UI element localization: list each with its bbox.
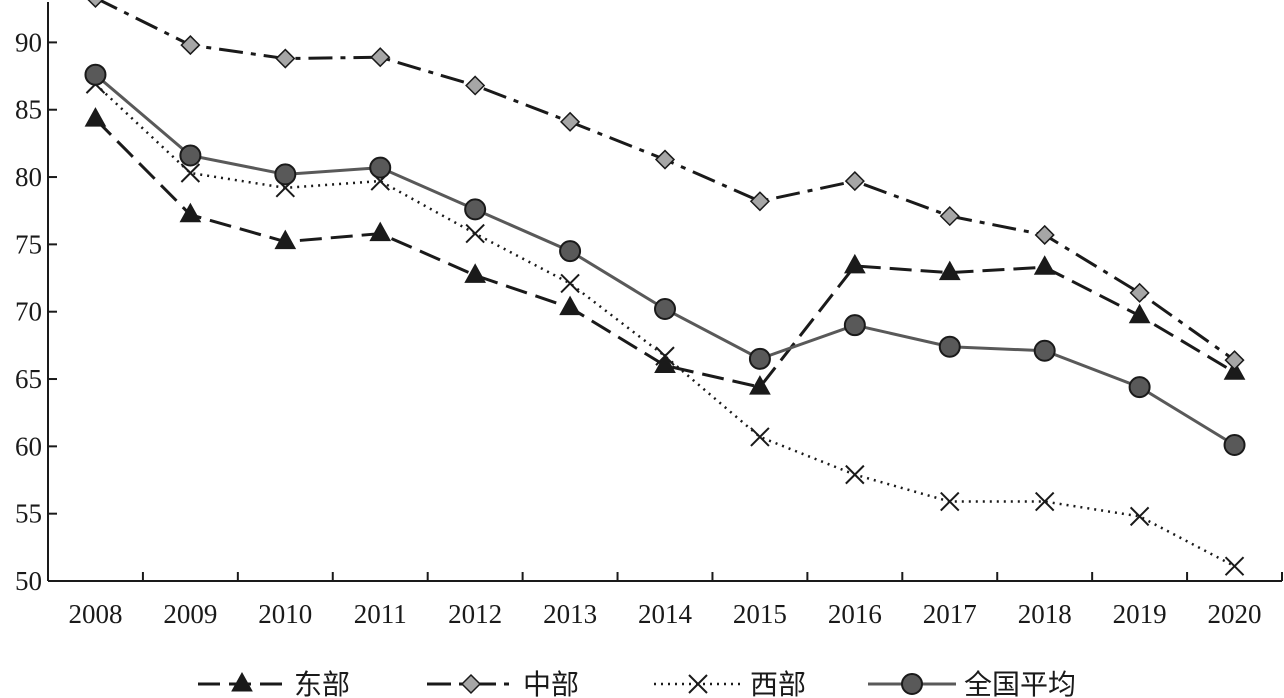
data-point xyxy=(1129,506,1150,527)
legend-label: 东部 xyxy=(294,668,350,698)
y-tick-label: 75 xyxy=(15,229,42,259)
data-point xyxy=(370,47,391,68)
data-point xyxy=(274,163,297,186)
data-point xyxy=(179,202,202,223)
x-tick-label: 2010 xyxy=(258,599,312,629)
data-point xyxy=(750,427,770,447)
data-point xyxy=(559,240,582,263)
legend-item: 中部 xyxy=(427,668,579,698)
y-tick-label: 50 xyxy=(15,566,42,596)
data-point xyxy=(84,107,107,127)
data-point xyxy=(939,206,960,227)
series-1 xyxy=(84,107,1246,395)
series-2 xyxy=(87,0,1245,371)
data-point xyxy=(274,229,297,250)
data-point xyxy=(1128,303,1151,324)
x-tick-label: 2014 xyxy=(638,599,693,629)
data-point xyxy=(84,63,107,86)
axes: 50 55 60 65 70 75 80 85 90 2008 2009 2010 2011 2012 20… xyxy=(15,2,1283,629)
data-point xyxy=(1033,339,1056,362)
data-point xyxy=(749,191,770,212)
data-point xyxy=(1223,434,1246,457)
legend-marker xyxy=(688,674,708,694)
data-point xyxy=(369,156,392,179)
x-tick-label: 2012 xyxy=(448,599,502,629)
data-point xyxy=(1224,556,1245,576)
data-point xyxy=(843,253,866,274)
data-point xyxy=(1223,360,1246,380)
data-point xyxy=(1033,255,1056,275)
data-point xyxy=(369,221,392,242)
x-tick-label: 2020 xyxy=(1208,599,1262,629)
data-point xyxy=(938,260,961,281)
legend-marker xyxy=(460,673,482,695)
y-tick-label: 60 xyxy=(15,431,42,461)
series-line xyxy=(94,73,1236,447)
data-point xyxy=(749,375,771,395)
data-point xyxy=(843,314,866,337)
x-tick-label: 2011 xyxy=(354,599,407,629)
data-point xyxy=(465,223,485,244)
x-tick-label: 2008 xyxy=(68,599,122,629)
data-point xyxy=(654,298,676,321)
legend: 东部 中部 西部 全国平均 xyxy=(198,668,1076,698)
data-point xyxy=(560,273,580,294)
y-tick-label: 80 xyxy=(15,162,42,192)
x-tick-label: 2015 xyxy=(733,599,787,629)
series-4 xyxy=(84,63,1246,457)
x-tick-label: 2017 xyxy=(923,599,977,629)
legend-label: 全国平均 xyxy=(964,668,1076,698)
data-point xyxy=(1224,350,1245,371)
data-point xyxy=(654,149,676,170)
legend-marker xyxy=(901,673,923,695)
data-point xyxy=(844,171,865,192)
x-tick-label: 2018 xyxy=(1018,599,1072,629)
data-point xyxy=(654,353,676,374)
data-point xyxy=(748,347,771,370)
x-tick-label: 2009 xyxy=(163,599,217,629)
legend-marker xyxy=(231,671,253,692)
legend-item: 西部 xyxy=(654,668,806,698)
y-tick-label: 65 xyxy=(15,364,42,394)
series-layer xyxy=(84,0,1246,576)
x-tick-label: 2019 xyxy=(1113,599,1167,629)
data-point xyxy=(180,35,201,56)
data-point xyxy=(180,163,201,183)
legend-label: 中部 xyxy=(523,668,579,698)
data-point xyxy=(1129,282,1150,303)
data-point xyxy=(1034,224,1055,246)
data-point xyxy=(179,144,202,167)
data-point xyxy=(465,75,486,96)
x-tick-label: 2016 xyxy=(828,599,882,629)
y-tick-label: 90 xyxy=(15,27,42,57)
data-point xyxy=(1034,491,1055,512)
y-tick-label: 85 xyxy=(15,95,42,125)
x-tick-label: 2013 xyxy=(543,599,597,629)
legend-item: 全国平均 xyxy=(868,668,1076,698)
data-point xyxy=(464,198,487,221)
legend-item: 东部 xyxy=(198,668,350,698)
y-tick-label: 70 xyxy=(15,297,42,327)
data-point xyxy=(845,464,865,485)
data-point xyxy=(275,48,296,69)
data-point xyxy=(559,295,581,316)
data-point xyxy=(938,335,961,358)
data-point xyxy=(87,0,104,9)
data-point xyxy=(464,263,487,283)
y-tick-label: 55 xyxy=(15,499,42,529)
legend-label: 西部 xyxy=(750,668,806,698)
data-point xyxy=(940,491,960,512)
data-point xyxy=(560,111,581,132)
data-point xyxy=(1128,376,1151,399)
